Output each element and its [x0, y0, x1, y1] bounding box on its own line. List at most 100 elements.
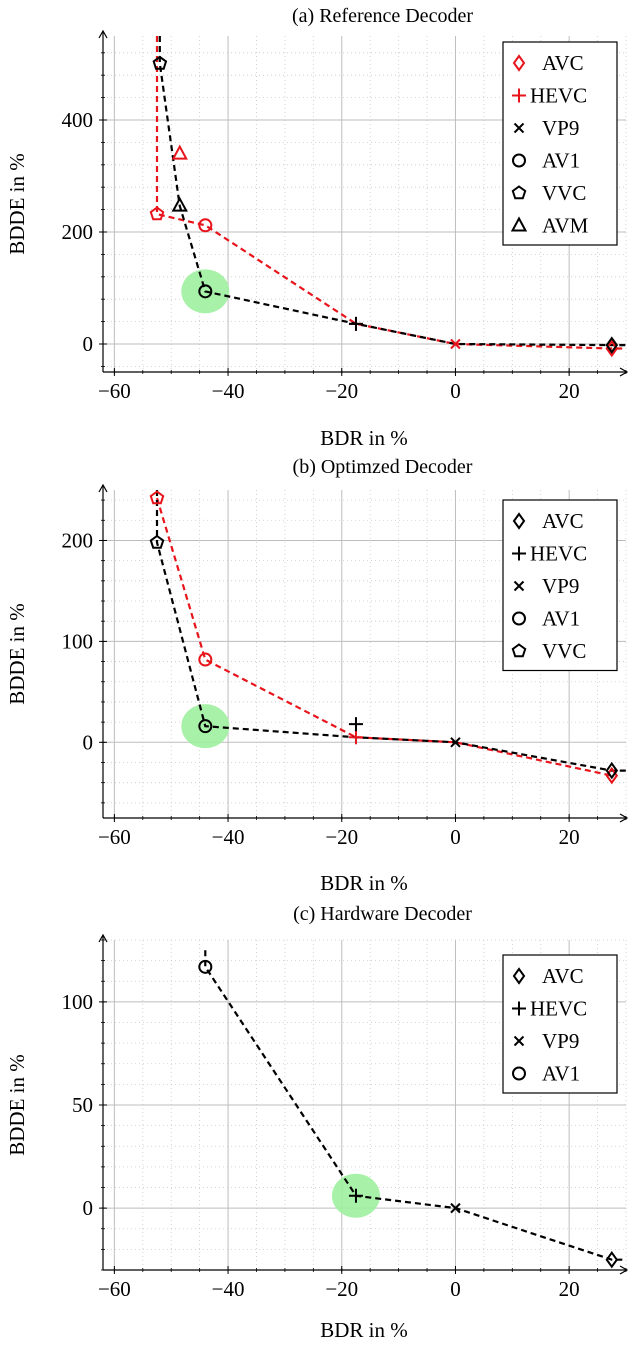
chart-panel-2: −60 −40 −20 0 20 0 50 100 (c) Hardware Decoder BD…: [5, 903, 629, 1342]
y-axis-label: BDDE in %: [5, 603, 29, 705]
y-tick-label: 50: [72, 1093, 93, 1117]
x-tick-label: −60: [98, 825, 131, 849]
legend-marker-av1: [512, 611, 526, 626]
data-point-vp9-cross: [450, 1202, 461, 1214]
series-line-0: [155, 497, 613, 777]
data-point-hevc-plus: [348, 717, 363, 732]
data-point-av1-circle: [198, 959, 213, 974]
chart-title: (b) Optimzed Decoder: [293, 456, 473, 478]
legend-label: AVC: [542, 964, 584, 988]
legend-label: VP9: [542, 574, 579, 598]
data-point-avc-diamond: [605, 761, 619, 780]
x-axis-label: BDR in %: [320, 1318, 408, 1342]
legend-label: VVC: [542, 181, 586, 205]
series-line-0: [155, 36, 626, 350]
x-tick-label: −40: [212, 825, 245, 849]
data-point-avm-triangle: [171, 196, 188, 212]
y-tick-label: 0: [83, 1196, 94, 1220]
legend-marker-avc: [512, 54, 526, 72]
y-axis-arrow: [98, 933, 108, 943]
y-tick-label: 100: [62, 990, 94, 1014]
x-tick-label: 0: [450, 1277, 461, 1301]
x-axis-arrow: [619, 1265, 629, 1275]
data-point-hevc-plus: [348, 316, 363, 331]
data-point-hevc-plus: [348, 730, 363, 745]
data-point-vvc-pentagon: [149, 490, 165, 505]
plot-area: [149, 490, 626, 785]
y-axis-label: BDDE in %: [5, 1054, 29, 1156]
legend-marker-vp9: [513, 1035, 525, 1047]
legend-marker-vp9: [513, 122, 525, 134]
x-tick-label: −20: [325, 379, 358, 403]
series-line-1: [158, 36, 626, 347]
data-point-vp9-cross: [450, 737, 461, 748]
legend-box: [502, 499, 618, 672]
data-point-vvc-pentagon: [149, 206, 165, 221]
data-point-av1-circle: [198, 284, 213, 299]
y-tick-label: 100: [62, 629, 94, 653]
data-point-vp9-cross: [450, 338, 461, 350]
legend-label: VVC: [542, 639, 586, 663]
y-axis-label: BDDE in %: [5, 153, 29, 255]
y-axis-arrow: [98, 29, 108, 39]
chart-title: (a) Reference Decoder: [292, 5, 473, 27]
data-point-av1-circle: [198, 652, 213, 667]
data-point-hevc-plus: [348, 1188, 363, 1203]
legend: AVC HEVC VP9 AV1 VVC: [502, 499, 618, 672]
x-tick-label: −20: [325, 1277, 358, 1301]
legend-marker-hevc: [512, 88, 526, 103]
x-tick-label: −60: [98, 1277, 131, 1301]
x-tick-label: 20: [559, 379, 580, 403]
y-tick-label: 400: [62, 108, 94, 132]
y-tick-label: 200: [62, 528, 94, 552]
legend-label: AV1: [542, 149, 580, 173]
legend-box: [502, 41, 618, 246]
legend-marker-vvc: [511, 185, 527, 200]
legend-label: AVM: [542, 214, 589, 238]
x-axis-label: BDR in %: [320, 871, 408, 895]
x-axis-label: BDR in %: [320, 426, 408, 450]
plot-area: [149, 36, 626, 358]
x-tick-label: −20: [325, 825, 358, 849]
legend-marker-hevc: [512, 546, 526, 561]
data-point-vvc-pentagon: [149, 534, 165, 549]
legend-marker-av1: [512, 153, 526, 168]
legend-label: AV1: [542, 1062, 580, 1086]
x-tick-label: 0: [450, 379, 461, 403]
legend-marker-avm: [510, 216, 528, 232]
legend-label: VP9: [542, 1029, 579, 1053]
data-point-avc-diamond: [605, 336, 619, 354]
y-tick-label: 200: [62, 220, 94, 244]
legend-label: AV1: [542, 607, 580, 631]
x-tick-label: 0: [450, 825, 461, 849]
y-axis-arrow: [98, 483, 108, 493]
chart-title: (c) Hardware Decoder: [293, 903, 472, 925]
y-tick-label: 0: [83, 332, 94, 356]
legend-marker-avc: [512, 512, 526, 530]
plot-area: [198, 950, 626, 1269]
data-point-av1-circle: [198, 719, 213, 734]
legend-label: HEVC: [530, 84, 587, 108]
legend-label: AVC: [542, 51, 584, 75]
data-point-avm-triangle: [171, 144, 188, 160]
legend-marker-av1: [512, 1066, 526, 1081]
data-point-avc-diamond: [605, 1250, 619, 1269]
data-point-av1-circle: [198, 218, 213, 233]
x-tick-label: −40: [212, 379, 245, 403]
legend-marker-vp9: [513, 580, 525, 592]
x-tick-label: −40: [212, 1277, 245, 1301]
legend-marker-avc: [512, 967, 526, 985]
x-tick-label: −60: [98, 379, 131, 403]
legend-label: VP9: [542, 116, 579, 140]
legend-marker-vvc: [511, 643, 527, 658]
x-axis-arrow: [619, 813, 629, 823]
series-line-0: [204, 950, 626, 1261]
legend-label: HEVC: [530, 542, 587, 566]
legend-marker-hevc: [512, 1001, 526, 1016]
y-tick-label: 0: [83, 730, 94, 754]
x-tick-label: 20: [559, 825, 580, 849]
